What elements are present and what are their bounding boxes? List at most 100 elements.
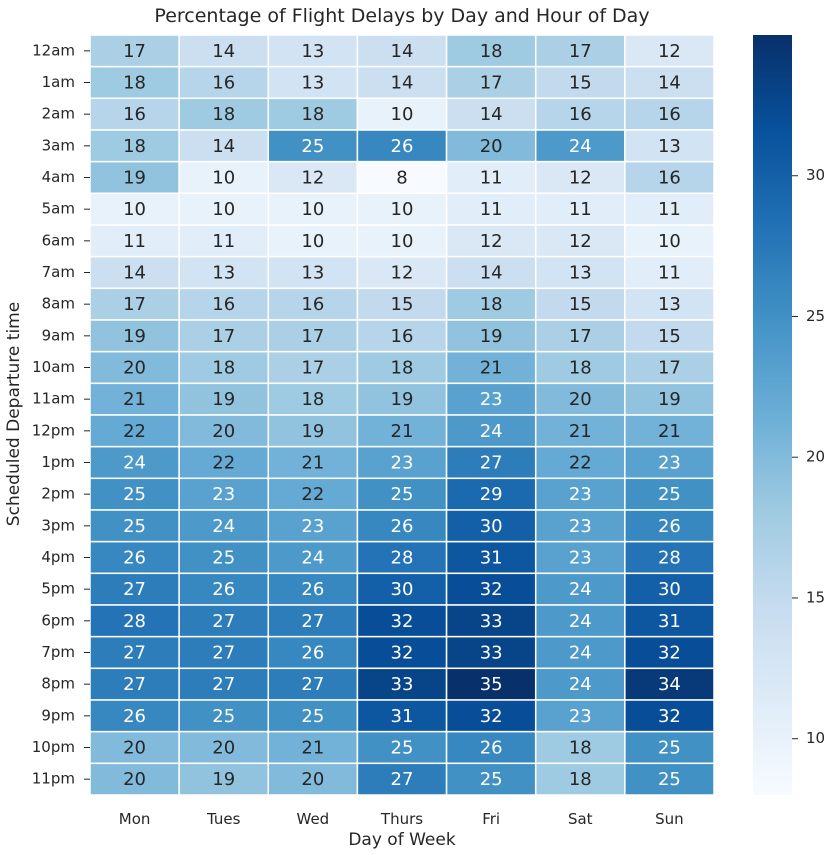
cell-value-label: 33 — [391, 674, 414, 695]
heatmap-cell — [89, 635, 180, 670]
heatmap-cell — [267, 604, 359, 638]
heatmap-cell — [624, 255, 715, 290]
cell-value-label: 26 — [658, 516, 681, 537]
cell-value-label: 12 — [569, 168, 592, 189]
y-tick-label: 4am — [42, 168, 75, 186]
cell-value-label: 16 — [391, 326, 414, 347]
cell-value-label: 18 — [569, 738, 592, 759]
heatmap-cell — [267, 730, 359, 765]
cell-value-label: 22 — [301, 484, 324, 505]
heatmap-cell — [267, 699, 359, 733]
cell-value-label: 12 — [391, 263, 414, 284]
heatmap-cell — [445, 382, 537, 416]
heatmap-cell — [267, 224, 359, 258]
cell-value-label: 17 — [569, 326, 592, 347]
cell-value-label: 32 — [480, 706, 503, 727]
y-tick-label: 1pm — [41, 453, 75, 471]
heatmap-cell — [534, 477, 626, 511]
cell-value-label: 30 — [480, 516, 503, 537]
cell-value-label: 31 — [480, 548, 503, 569]
cell-value-label: 27 — [123, 674, 146, 695]
heatmap-cell — [178, 730, 270, 765]
cell-value-label: 35 — [480, 674, 503, 695]
heatmap-cell — [178, 34, 270, 68]
y-tick-label: 9am — [42, 326, 75, 344]
y-tick-label: 6am — [42, 231, 75, 249]
cell-value-label: 23 — [569, 484, 592, 505]
cell-value-label: 28 — [391, 548, 414, 569]
cell-value-label: 18 — [301, 104, 324, 125]
heatmap-cell — [356, 540, 448, 575]
cell-value-label: 25 — [123, 484, 146, 505]
cell-value-label: 13 — [301, 41, 324, 62]
heatmap-cell — [624, 224, 715, 258]
heatmap-cell — [89, 319, 180, 353]
y-tick-label: 7pm — [41, 643, 75, 661]
y-tick-label: 10pm — [32, 738, 75, 756]
heatmap-cell — [624, 667, 715, 701]
cell-value-label: 30 — [391, 579, 414, 600]
heatmap-cell — [356, 224, 448, 258]
heatmap-cell — [356, 319, 448, 353]
heatmap-cell — [445, 255, 537, 290]
cell-value-label: 21 — [480, 358, 503, 379]
cell-value-label: 21 — [301, 738, 324, 759]
cell-value-label: 29 — [480, 484, 503, 505]
cell-value-label: 27 — [301, 674, 324, 695]
cell-value-label: 20 — [212, 738, 235, 759]
cell-value-label: 24 — [480, 421, 503, 442]
heatmap-cell — [624, 97, 715, 131]
heatmap-cell — [624, 699, 715, 733]
heatmap-cell — [356, 477, 448, 511]
cell-value-label: 32 — [480, 579, 503, 600]
heatmap-cell — [178, 667, 270, 701]
cell-value-label: 12 — [480, 231, 503, 252]
cell-value-label: 19 — [212, 769, 235, 790]
heatmap-cell — [624, 730, 715, 765]
cell-value-label: 26 — [123, 548, 146, 569]
cell-value-label: 25 — [212, 548, 235, 569]
cell-value-label: 21 — [301, 453, 324, 474]
cell-value-label: 23 — [480, 389, 503, 410]
cell-value-label: 14 — [658, 73, 681, 94]
cell-value-label: 12 — [658, 41, 681, 62]
cell-value-label: 23 — [569, 516, 592, 537]
colorbar-ticks: 10 15 20 25 30 — [792, 166, 825, 747]
heatmap-cell — [178, 572, 270, 606]
cell-value-label: 17 — [658, 358, 681, 379]
cell-value-label: 23 — [569, 548, 592, 569]
x-tick-label: Fri — [482, 810, 500, 828]
heatmap-cell — [89, 192, 180, 226]
y-tick-label: 12pm — [32, 421, 75, 439]
cell-value-label: 22 — [212, 453, 235, 474]
cell-value-label: 10 — [391, 231, 414, 252]
cell-value-label: 23 — [212, 484, 235, 505]
x-tick-label: Wed — [297, 810, 330, 828]
cell-value-label: 18 — [123, 136, 146, 157]
cell-value-label: 18 — [569, 358, 592, 379]
cell-value-label: 30 — [658, 579, 681, 600]
cell-value-label: 21 — [658, 421, 681, 442]
heatmap-cell — [267, 509, 359, 543]
cell-value-label: 12 — [301, 168, 324, 189]
heatmap-cell — [178, 192, 270, 226]
cell-value-label: 16 — [301, 294, 324, 315]
cell-value-label: 23 — [391, 453, 414, 474]
heatmap-cell — [534, 604, 626, 638]
cell-value-label: 14 — [391, 41, 414, 62]
cell-value-label: 18 — [212, 358, 235, 379]
heatmap-cell — [356, 414, 448, 448]
cell-value-label: 10 — [123, 199, 146, 220]
cell-value-label: 18 — [480, 41, 503, 62]
heatmap-cell — [534, 255, 626, 290]
cell-value-label: 22 — [569, 453, 592, 474]
heatmap-cell — [356, 255, 448, 290]
heatmap-cell — [624, 350, 715, 385]
cell-value-label: 8 — [396, 168, 407, 189]
colorbar-tick-label: 20 — [806, 448, 825, 466]
cell-value-label: 16 — [658, 104, 681, 125]
y-tick-label: 6pm — [41, 611, 75, 629]
cell-value-label: 14 — [212, 41, 235, 62]
cell-value-label: 24 — [123, 453, 146, 474]
heatmap-cell — [445, 65, 537, 100]
